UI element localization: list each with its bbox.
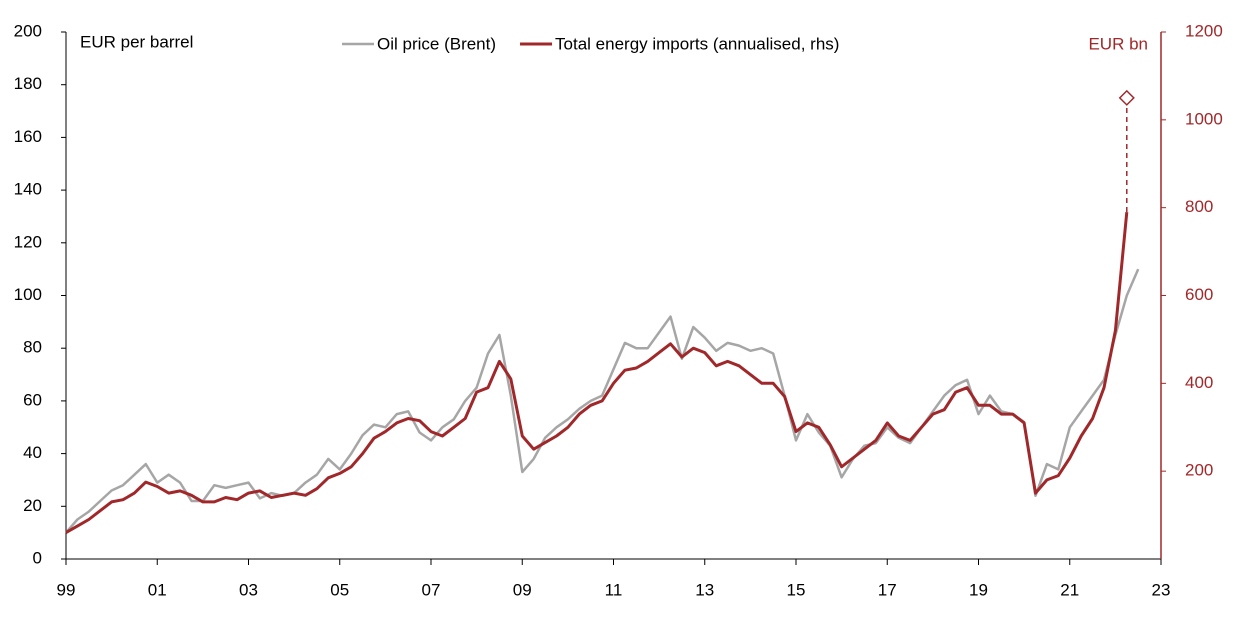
y-tick-label: 20: [23, 496, 42, 515]
marker-point: [1118, 89, 1135, 106]
x-tick-label: 07: [422, 580, 441, 599]
x-tick-label: 23: [1152, 580, 1171, 599]
x-tick-label: 17: [878, 580, 897, 599]
series-line: [65, 268, 1140, 534]
y-tick-label: 200: [14, 21, 42, 40]
x-tick-label: 99: [57, 580, 76, 599]
y-tick-label: 0: [33, 548, 42, 567]
y-tick-label: 160: [14, 127, 42, 146]
y2-tick-label: 1200: [1185, 21, 1223, 40]
y-tick-label: 40: [23, 443, 42, 462]
y-tick-label: 80: [23, 338, 42, 357]
x-tick-label: 11: [605, 580, 623, 599]
y-tick-label: 100: [14, 285, 42, 304]
legend-label: Total energy imports (annualised, rhs): [555, 34, 839, 53]
x-tick-label: 03: [239, 580, 258, 599]
y-tick-label: 180: [14, 74, 42, 93]
x-tick-label: 21: [1060, 580, 1079, 599]
y-tick-label: 120: [14, 232, 42, 251]
x-tick-label: 01: [148, 580, 167, 599]
y2-tick-label: 400: [1185, 373, 1213, 392]
y2-tick-label: 200: [1185, 461, 1213, 480]
legend-label: Oil price (Brent): [377, 34, 496, 53]
y-tick-label: 140: [14, 180, 42, 199]
y-tick-label: 60: [23, 390, 42, 409]
series-line: [65, 211, 1129, 534]
y2-axis-title: EUR bn: [1088, 34, 1148, 53]
x-tick-label: 09: [513, 580, 532, 599]
y2-tick-label: 600: [1185, 285, 1213, 304]
y2-tick-label: 1000: [1185, 109, 1223, 128]
y-axis-title: EUR per barrel: [80, 32, 193, 51]
x-tick-label: 15: [787, 580, 806, 599]
x-tick-label: 19: [969, 580, 988, 599]
x-tick-label: 13: [695, 580, 714, 599]
y2-tick-label: 800: [1185, 197, 1213, 216]
x-tick-label: 05: [330, 580, 349, 599]
